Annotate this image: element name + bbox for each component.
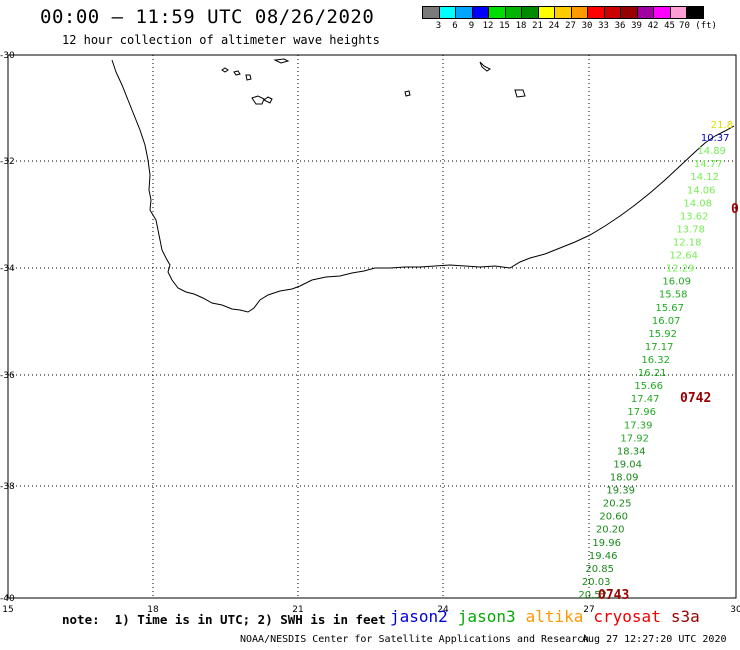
- swh-reading: 20.03: [582, 577, 611, 588]
- swh-reading: 19.39: [606, 486, 635, 497]
- swh-reading: 16.07: [652, 316, 681, 327]
- swh-reading: 12.18: [673, 238, 702, 249]
- generated-date: Aug 27 12:27:20 UTC 2020: [582, 634, 727, 645]
- colorbar-label: 12: [482, 21, 494, 31]
- longitude-label: 21: [292, 605, 303, 615]
- colorbar-label: 33: [598, 21, 609, 31]
- swh-reading: 14.77: [694, 159, 723, 170]
- colorbar-label: 70 (ft): [679, 21, 717, 31]
- swh-reading: 15.58: [659, 290, 688, 301]
- colorbar-label: 21: [532, 21, 543, 31]
- swh-reading: 20.20: [596, 525, 625, 536]
- legend-altika: altika: [525, 607, 584, 626]
- swh-reading: 17.92: [620, 433, 649, 444]
- swh-reading: 17.47: [631, 394, 660, 405]
- pass-time-label: 0743: [598, 588, 629, 603]
- islands: [221, 58, 526, 105]
- swh-reading: 16.21: [638, 368, 667, 379]
- colorbar-swatch: [686, 6, 704, 19]
- map-title: 00:00 – 11:59 UTC 08/26/2020: [40, 6, 375, 28]
- swh-reading: 13.62: [680, 211, 709, 222]
- coastline: [111, 59, 735, 313]
- swh-reading: 14.08: [683, 198, 712, 209]
- latitude-label: -38: [0, 482, 15, 492]
- satellite-legend: jason2 jason3 altika cryosat s3a: [390, 607, 700, 626]
- swh-reading: 19.96: [592, 538, 621, 549]
- swh-reading: 20.25: [603, 499, 632, 510]
- longitude-label: 30: [730, 605, 740, 615]
- pass-time-label: 0: [731, 202, 739, 217]
- swh-reading: 15.66: [634, 381, 663, 392]
- swh-reading: 13.78: [676, 224, 705, 235]
- swh-reading: 20.85: [585, 564, 614, 575]
- map-frame: [7, 54, 737, 599]
- swh-reading: 18.34: [617, 446, 646, 457]
- swh-reading: 12.64: [669, 251, 698, 262]
- colorbar-label: 6: [452, 21, 458, 31]
- pass-time-labels: 0 0742 0743: [598, 202, 739, 603]
- colorbar-label: 42: [647, 21, 659, 31]
- longitude-label: 15: [2, 605, 13, 615]
- swh-reading: 19.46: [589, 551, 618, 562]
- map-subtitle: 12 hour collection of altimeter wave hei…: [62, 33, 380, 47]
- colorbar-label: 36: [614, 21, 626, 31]
- longitude-label: 27: [583, 605, 594, 615]
- latitude-label: -30: [0, 51, 15, 61]
- swh-reading: 17.17: [645, 342, 674, 353]
- swh-reading: 17.39: [624, 420, 653, 431]
- latitude-label: -40: [0, 594, 15, 604]
- swh-reading: 21.8: [711, 120, 733, 131]
- colorbar-label: 24: [548, 21, 560, 31]
- footer-note: note: 1) Time is in UTC; 2) SWH is in fe…: [62, 612, 386, 627]
- altimeter-track-readings: 21.8 10.37 14.89 14.77 14.12 14.06 14.08 13.62 1…: [578, 120, 733, 601]
- legend-s3a: s3a: [670, 607, 700, 626]
- latitude-label: -32: [0, 157, 15, 167]
- colorbar-label: 30: [581, 21, 593, 31]
- swh-reading: 14.89: [697, 146, 726, 157]
- swh-reading: 10.37: [701, 133, 730, 144]
- legend-jason3: jason3: [457, 607, 516, 626]
- colorbar-label: 15: [499, 21, 510, 31]
- colorbar-label: 9: [468, 21, 475, 31]
- swh-reading: 14.06: [687, 185, 716, 196]
- credit-text: NOAA/NESDIS Center for Satellite Applica…: [240, 634, 590, 645]
- swh-reading: 15.92: [648, 329, 677, 340]
- legend-cryosat: cryosat: [593, 607, 661, 626]
- pass-time-label: 0742: [680, 391, 711, 406]
- swh-reading: 15.67: [655, 303, 684, 314]
- colorbar-label: 18: [515, 21, 527, 31]
- colorbar-label: 39: [631, 21, 642, 31]
- longitude-label: 18: [147, 605, 159, 615]
- latitude-label: -36: [0, 371, 15, 381]
- colorbar-label: 3: [435, 21, 442, 31]
- swh-reading: 18.09: [610, 473, 639, 484]
- swh-reading: 19.04: [613, 459, 642, 470]
- swh-reading: 17.96: [627, 407, 656, 418]
- colorbar-labels: 3 6 9 12 15 18 21 24 27 30 33 36 39 42 45 70 (ft): [422, 21, 740, 33]
- colorbar-label: 45: [664, 21, 675, 31]
- swh-reading: 20.60: [599, 512, 628, 523]
- swh-reading: 20.52: [578, 590, 607, 601]
- legend-jason2: jason2: [390, 607, 448, 626]
- swh-reading: 16.32: [641, 355, 670, 366]
- swh-reading: 14.12: [690, 172, 719, 183]
- lat-lon-grid: [8, 55, 736, 598]
- latitude-label: -34: [0, 264, 15, 274]
- longitude-label: 24: [437, 605, 449, 615]
- swh-reading: 12.29: [666, 264, 695, 275]
- colorbar-label: 27: [565, 21, 576, 31]
- wave-height-colorbar: [422, 6, 704, 19]
- swh-reading: 16.09: [662, 277, 691, 288]
